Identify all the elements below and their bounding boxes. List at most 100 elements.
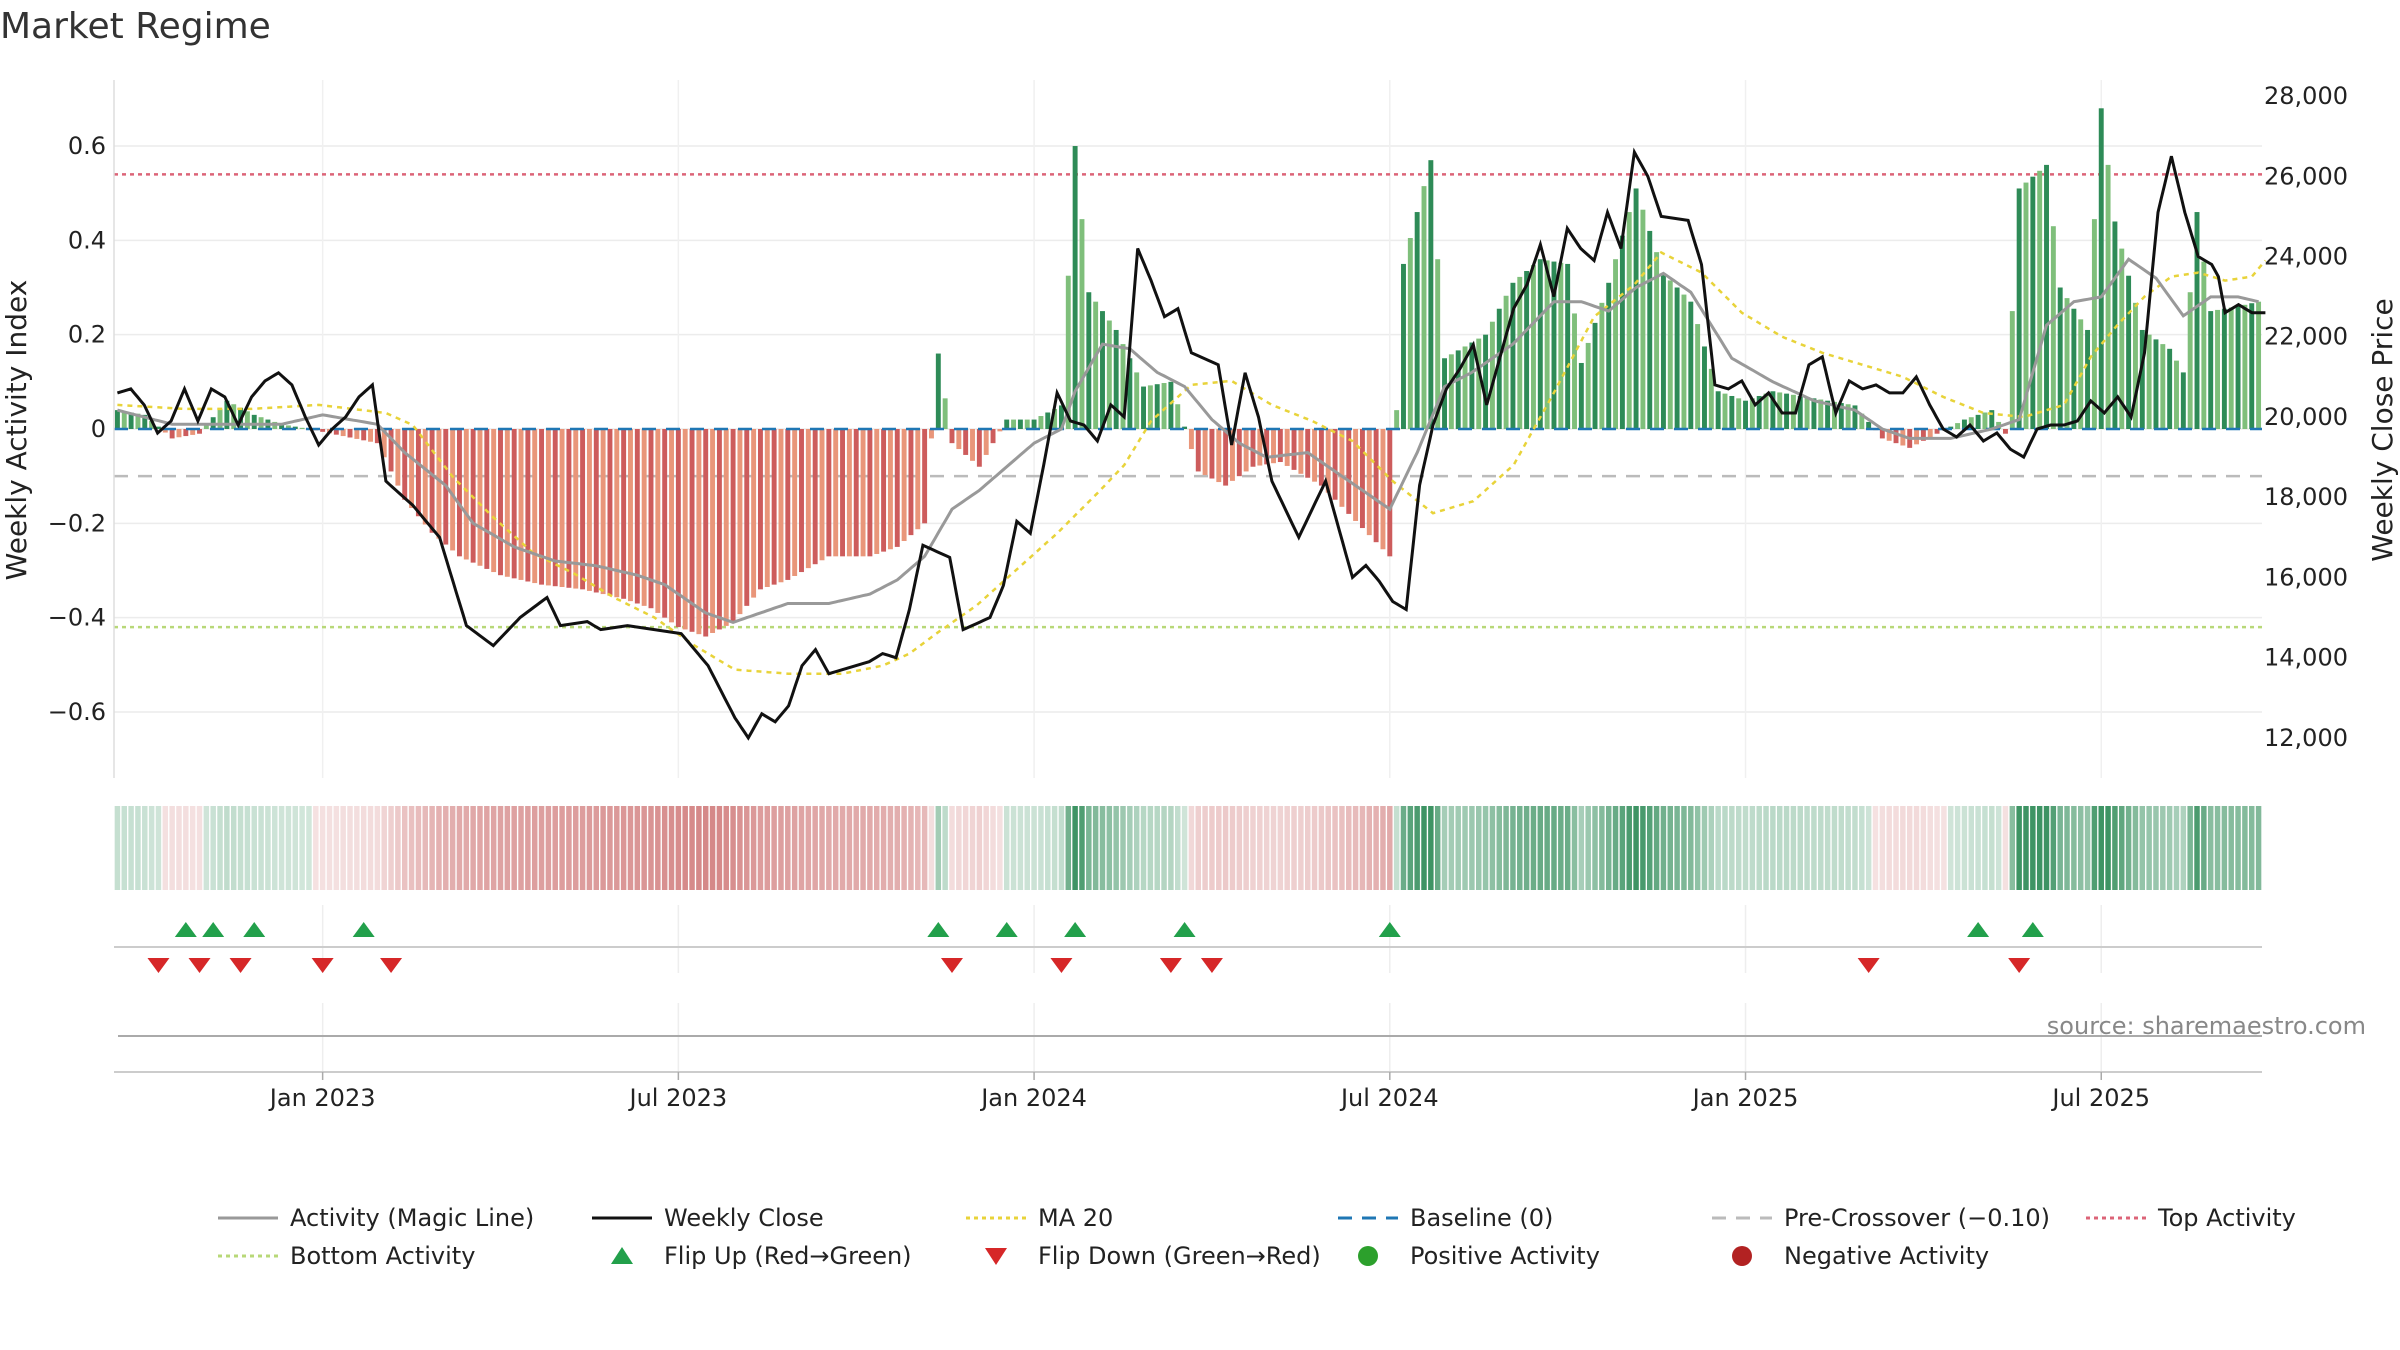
regime-cell bbox=[983, 806, 989, 890]
regime-cell bbox=[128, 806, 134, 890]
activity-bar bbox=[1599, 302, 1605, 429]
regime-cell bbox=[1900, 806, 1906, 890]
regime-cell bbox=[921, 806, 928, 890]
activity-bar bbox=[566, 429, 572, 588]
activity-bar bbox=[429, 429, 435, 533]
activity-bar bbox=[422, 429, 428, 525]
activity-bar bbox=[1011, 419, 1017, 429]
legend-swatch bbox=[1732, 1246, 1752, 1266]
regime-cell bbox=[2098, 806, 2104, 890]
activity-bar bbox=[1920, 429, 1926, 441]
y-right-tick-label: 24,000 bbox=[2264, 243, 2348, 271]
activity-bar bbox=[634, 429, 640, 604]
regime-cell bbox=[566, 806, 572, 890]
activity-bar bbox=[1359, 429, 1365, 529]
activity-bar bbox=[1722, 393, 1728, 429]
activity-bar bbox=[1660, 273, 1666, 429]
legend-label: Top Activity bbox=[2157, 1204, 2296, 1232]
activity-bar bbox=[1489, 321, 1495, 429]
regime-cell bbox=[839, 806, 846, 890]
activity-bar bbox=[1818, 399, 1824, 429]
activity-bar bbox=[2160, 344, 2166, 429]
series-lines bbox=[116, 147, 2267, 741]
regime-cell bbox=[1681, 806, 1687, 890]
regime-cell bbox=[1954, 806, 1961, 890]
regime-cell bbox=[1222, 806, 1229, 890]
regime-cell bbox=[819, 806, 825, 890]
activity-bar bbox=[1243, 429, 1249, 472]
activity-bar bbox=[1476, 338, 1482, 429]
regime-cell bbox=[1510, 806, 1516, 890]
activity-bar bbox=[1353, 429, 1359, 521]
activity-bar bbox=[586, 429, 592, 591]
activity-bar bbox=[799, 429, 804, 573]
activity-bar bbox=[1086, 292, 1092, 429]
legend-label: Flip Down (Green→Red) bbox=[1038, 1242, 1321, 1270]
regime-cell bbox=[579, 806, 586, 890]
activity-bar bbox=[976, 429, 982, 467]
activity-bar bbox=[2085, 329, 2091, 429]
regime-cell bbox=[306, 806, 312, 890]
activity-bar bbox=[2126, 275, 2132, 429]
regime-cell bbox=[586, 806, 593, 890]
x-tick-label: Jan 2024 bbox=[979, 1084, 1087, 1112]
regime-cell bbox=[962, 806, 969, 890]
regime-cell bbox=[1352, 806, 1359, 890]
activity-bar bbox=[1524, 271, 1530, 429]
legend-label: Baseline (0) bbox=[1410, 1204, 1553, 1232]
activity-bar bbox=[162, 429, 168, 433]
regime-cell bbox=[1640, 806, 1646, 890]
activity-bar bbox=[1831, 401, 1837, 429]
activity-bar bbox=[682, 429, 688, 630]
activity-bar bbox=[2153, 339, 2159, 429]
activity-bar bbox=[1004, 419, 1010, 429]
regime-cell bbox=[436, 806, 442, 890]
regime-cell bbox=[2023, 806, 2029, 890]
activity-bar bbox=[545, 429, 551, 586]
activity-bar bbox=[2215, 309, 2220, 429]
regime-cell bbox=[176, 806, 182, 890]
activity-bar bbox=[347, 429, 353, 438]
activity-bar bbox=[1058, 405, 1064, 429]
activity-bar bbox=[1230, 429, 1235, 481]
regime-cell bbox=[217, 806, 223, 890]
regime-cell bbox=[155, 806, 162, 890]
regime-cell bbox=[518, 806, 524, 890]
activity-bar bbox=[1141, 386, 1146, 429]
activity-bar bbox=[1031, 419, 1037, 429]
activity-bar bbox=[737, 429, 743, 615]
regime-cell bbox=[1722, 806, 1728, 890]
regime-cell bbox=[2030, 806, 2036, 890]
activity-bar bbox=[1592, 322, 1598, 429]
activity-bar bbox=[1736, 398, 1742, 429]
regime-cell bbox=[1852, 806, 1858, 890]
regime-cell bbox=[313, 806, 319, 890]
regime-cell bbox=[1024, 806, 1030, 890]
activity-bar bbox=[1510, 282, 1516, 429]
regime-cell bbox=[2050, 806, 2057, 890]
regime-cell bbox=[750, 806, 757, 890]
activity-bar bbox=[1955, 423, 1961, 429]
regime-cell bbox=[1339, 806, 1345, 890]
activity-bar bbox=[183, 429, 189, 437]
regime-cell bbox=[655, 806, 661, 890]
activity-bar bbox=[983, 429, 989, 455]
activity-bar bbox=[2071, 308, 2077, 429]
regime-cell bbox=[1913, 806, 1920, 890]
activity-bar bbox=[764, 429, 770, 587]
regime-cell bbox=[778, 806, 784, 890]
regime-cell bbox=[976, 806, 983, 890]
legend-swatch bbox=[611, 1247, 633, 1264]
activity-bar bbox=[1401, 263, 1406, 429]
activity-bar bbox=[1366, 429, 1372, 536]
regime-cell bbox=[860, 806, 866, 890]
regime-cell bbox=[2071, 806, 2077, 890]
activity-bar bbox=[1530, 265, 1536, 429]
regime-cell bbox=[2016, 806, 2022, 890]
activity-bars bbox=[114, 108, 2262, 637]
regime-cell bbox=[2249, 806, 2255, 890]
legend-item-close: Weekly Close bbox=[592, 1204, 824, 1232]
regime-cell bbox=[661, 806, 668, 890]
regime-cell bbox=[538, 806, 545, 890]
activity-bar bbox=[1435, 259, 1441, 429]
